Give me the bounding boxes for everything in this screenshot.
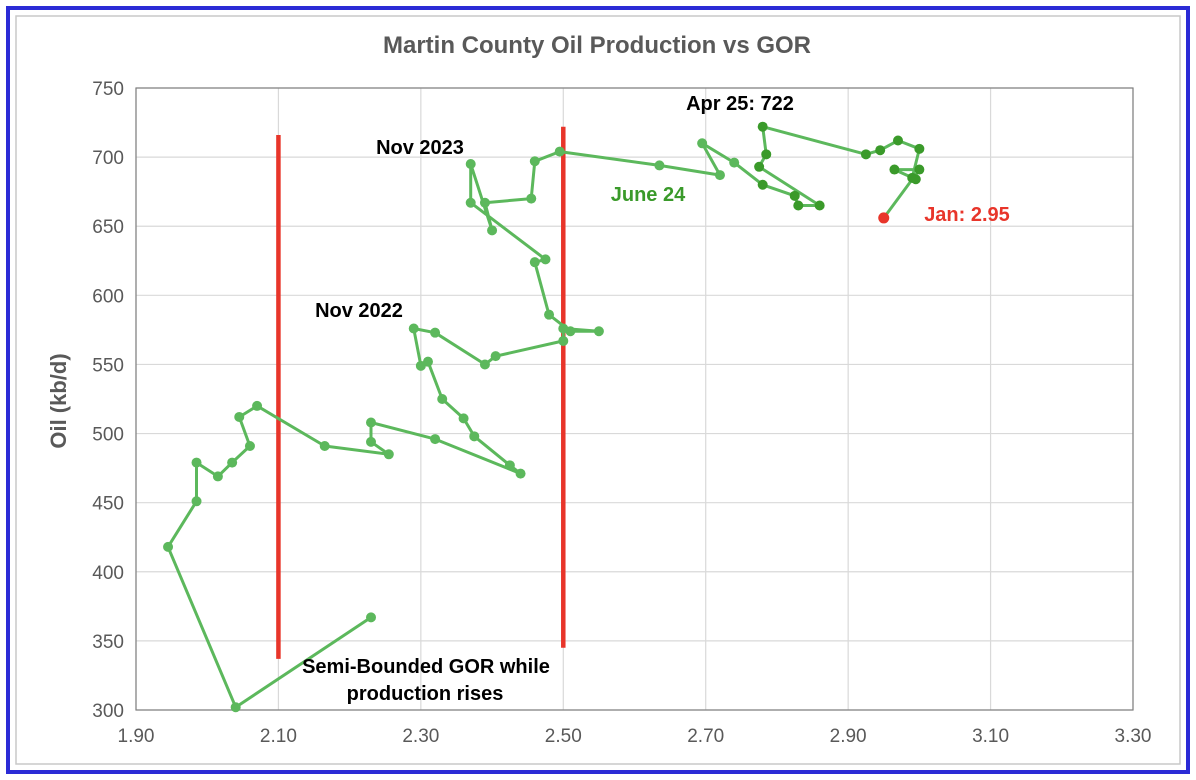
data-point bbox=[910, 174, 921, 185]
data-point bbox=[529, 257, 540, 268]
data-point bbox=[366, 417, 377, 428]
highlight-point bbox=[878, 212, 890, 224]
data-point bbox=[714, 170, 725, 181]
data-point bbox=[814, 200, 825, 211]
data-point bbox=[244, 440, 255, 451]
data-point bbox=[227, 457, 238, 468]
y-tick-label: 550 bbox=[92, 355, 124, 376]
y-tick-label: 400 bbox=[92, 563, 124, 584]
data-point bbox=[415, 360, 426, 371]
y-tick-label: 600 bbox=[92, 286, 124, 307]
data-point bbox=[889, 164, 900, 175]
data-point bbox=[430, 434, 441, 445]
data-point bbox=[252, 400, 263, 411]
data-point bbox=[191, 457, 202, 468]
y-tick-label: 300 bbox=[92, 701, 124, 722]
data-point bbox=[504, 460, 515, 471]
data-point bbox=[366, 612, 377, 623]
data-point bbox=[540, 254, 551, 265]
data-point bbox=[408, 323, 419, 334]
data-point bbox=[558, 335, 569, 346]
data-point bbox=[757, 179, 768, 190]
annotation-semi-bounded: Semi-Bounded GOR while bbox=[302, 656, 550, 678]
data-point bbox=[515, 468, 526, 479]
data-point bbox=[892, 135, 903, 146]
annotation-apr25: Apr 25: 722 bbox=[686, 93, 794, 115]
y-axis-label: Oil (kb/d) bbox=[46, 353, 71, 448]
data-point bbox=[593, 326, 604, 337]
data-point bbox=[230, 702, 241, 713]
annotation-nov2023: Nov 2023 bbox=[376, 137, 464, 159]
x-tick-label: 2.30 bbox=[402, 726, 439, 747]
annotation-june24: June 24 bbox=[611, 184, 686, 206]
data-point bbox=[914, 143, 925, 154]
x-tick-label: 3.10 bbox=[972, 726, 1009, 747]
data-point bbox=[191, 496, 202, 507]
data-point bbox=[479, 197, 490, 208]
annotation-nov2022: Nov 2022 bbox=[315, 300, 403, 322]
annotation-jan: Jan: 2.95 bbox=[924, 204, 1010, 226]
x-tick-label: 1.90 bbox=[118, 726, 155, 747]
data-point bbox=[757, 121, 768, 132]
data-point bbox=[458, 413, 469, 424]
outer-border bbox=[6, 6, 1190, 774]
data-point bbox=[490, 351, 501, 362]
x-tick-label: 2.50 bbox=[545, 726, 582, 747]
data-point bbox=[437, 394, 448, 404]
data-point bbox=[554, 146, 565, 157]
data-point bbox=[465, 197, 476, 208]
data-point bbox=[654, 160, 665, 171]
data-point bbox=[697, 138, 708, 149]
x-tick-label: 2.90 bbox=[830, 726, 867, 747]
data-point bbox=[914, 164, 925, 175]
y-tick-label: 750 bbox=[92, 79, 124, 100]
data-point bbox=[754, 161, 765, 172]
annotation-production-rises: production rises bbox=[347, 683, 504, 705]
data-point bbox=[729, 157, 740, 168]
data-point bbox=[544, 309, 555, 320]
y-tick-labels: 300 350 400 450 500 550 600 650 700 750 bbox=[92, 79, 124, 722]
x-tick-label: 2.10 bbox=[260, 726, 297, 747]
data-point bbox=[761, 149, 772, 160]
data-point bbox=[465, 159, 476, 170]
data-point bbox=[529, 156, 540, 167]
chart-title: Martin County Oil Production vs GOR bbox=[383, 32, 811, 59]
series-layer bbox=[163, 121, 925, 713]
data-point bbox=[469, 431, 480, 442]
vertical-lines bbox=[276, 126, 566, 659]
data-point bbox=[789, 190, 800, 201]
x-tick-label: 2.70 bbox=[687, 726, 724, 747]
data-point bbox=[212, 471, 223, 482]
data-point bbox=[860, 149, 871, 160]
y-tick-label: 650 bbox=[92, 217, 124, 238]
data-point bbox=[565, 326, 576, 337]
data-point bbox=[875, 145, 886, 156]
x-tick-labels: 1.90 2.10 2.30 2.50 2.70 2.90 3.10 3.30 bbox=[118, 726, 1152, 747]
y-tick-label: 350 bbox=[92, 632, 124, 653]
inner-border bbox=[15, 15, 1181, 765]
data-point bbox=[319, 440, 330, 451]
data-point bbox=[383, 449, 394, 460]
data-point bbox=[163, 541, 174, 552]
data-point bbox=[366, 436, 377, 447]
x-tick-label: 3.30 bbox=[1115, 726, 1152, 747]
data-point bbox=[430, 327, 441, 338]
data-point bbox=[526, 193, 537, 204]
data-point bbox=[793, 200, 804, 211]
plot-area-border bbox=[135, 87, 1134, 711]
y-tick-label: 700 bbox=[92, 148, 124, 169]
data-point bbox=[234, 411, 245, 422]
data-point bbox=[479, 359, 490, 370]
y-tick-label: 450 bbox=[92, 494, 124, 515]
y-tick-label: 500 bbox=[92, 425, 124, 446]
data-point bbox=[487, 225, 498, 236]
